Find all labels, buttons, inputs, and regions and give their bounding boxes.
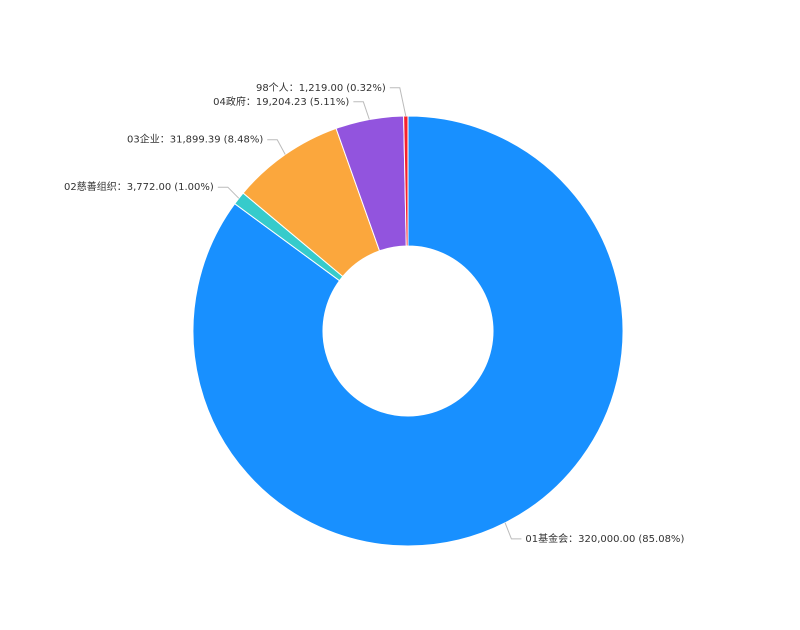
percent-label: (85.08%) [638,534,684,545]
value-label: 3,772.00 [127,182,172,193]
leader-line [389,87,407,117]
percent-label: (0.32%) [346,83,386,94]
category-name: 04政府 [213,95,246,108]
leader-line [504,522,522,540]
donut-slice [403,115,409,247]
donut-slice [192,115,624,547]
slice-label: 02慈善组织：3,772.00 (1.00%) [64,180,214,193]
percent-label: (5.11%) [310,97,350,108]
leader-line [267,139,286,155]
slice-label: 98个人：1,219.00 (0.32%) [256,82,386,94]
label-separator: ： [246,97,256,108]
percent-label: (1.00%) [174,182,214,193]
percent-label: (8.48%) [224,135,264,146]
category-name: 02慈善组织 [64,180,117,193]
category-name: 98个人 [256,82,289,94]
leader-line [353,101,370,120]
label-separator: ： [568,534,578,545]
label-separator: ： [117,182,127,193]
slice-label: 04政府：19,204.23 (5.11%) [213,95,349,108]
slice-label: 01基金会：320,000.00 (85.08%) [525,532,684,545]
category-name: 01基金会 [525,532,568,545]
value-label: 1,219.00 [299,83,344,94]
value-label: 320,000.00 [578,534,635,545]
label-separator: ： [160,135,170,146]
leader-line [217,186,240,199]
value-label: 19,204.23 [256,97,307,108]
slice-label: 03企业：31,899.39 (8.48%) [127,133,263,146]
category-name: 03企业 [127,133,160,146]
value-label: 31,899.39 [170,135,221,146]
label-separator: ： [289,83,299,94]
